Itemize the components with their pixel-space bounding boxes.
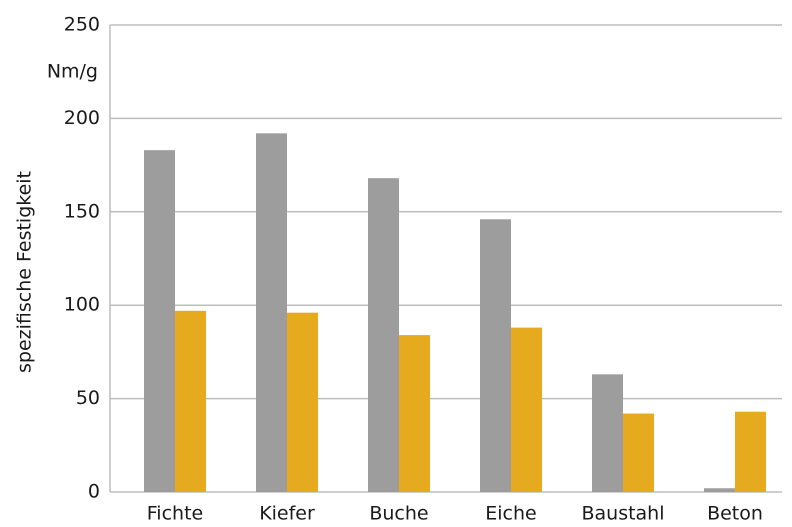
y-axis-label: spezifische Festigkeit bbox=[14, 171, 36, 373]
y-tick-label: 50 bbox=[76, 387, 100, 409]
y-tick-label: 100 bbox=[64, 294, 100, 316]
x-tick-label: Buche bbox=[369, 503, 428, 525]
bar bbox=[592, 374, 623, 492]
bar bbox=[368, 178, 399, 492]
y-unit: Nm/g bbox=[47, 61, 98, 83]
y-tick-label: 150 bbox=[64, 200, 100, 222]
bar bbox=[256, 133, 287, 492]
x-tick-label: Baustahl bbox=[581, 503, 664, 525]
x-tick-label: Fichte bbox=[147, 503, 203, 525]
bar bbox=[399, 335, 430, 492]
bar bbox=[144, 150, 175, 492]
bar bbox=[735, 411, 766, 492]
bar bbox=[511, 327, 542, 492]
x-tick-label: Eiche bbox=[485, 503, 536, 525]
x-tick-label: Kiefer bbox=[259, 503, 315, 525]
bar bbox=[704, 488, 735, 492]
bar bbox=[287, 312, 318, 492]
bar bbox=[480, 219, 511, 492]
x-tick-label: Beton bbox=[707, 503, 763, 525]
bar bbox=[623, 413, 654, 492]
y-tick-label: 0 bbox=[88, 481, 100, 503]
y-tick-label: 200 bbox=[64, 107, 100, 129]
y-tick-label: 250 bbox=[64, 14, 100, 36]
bar bbox=[175, 310, 206, 492]
